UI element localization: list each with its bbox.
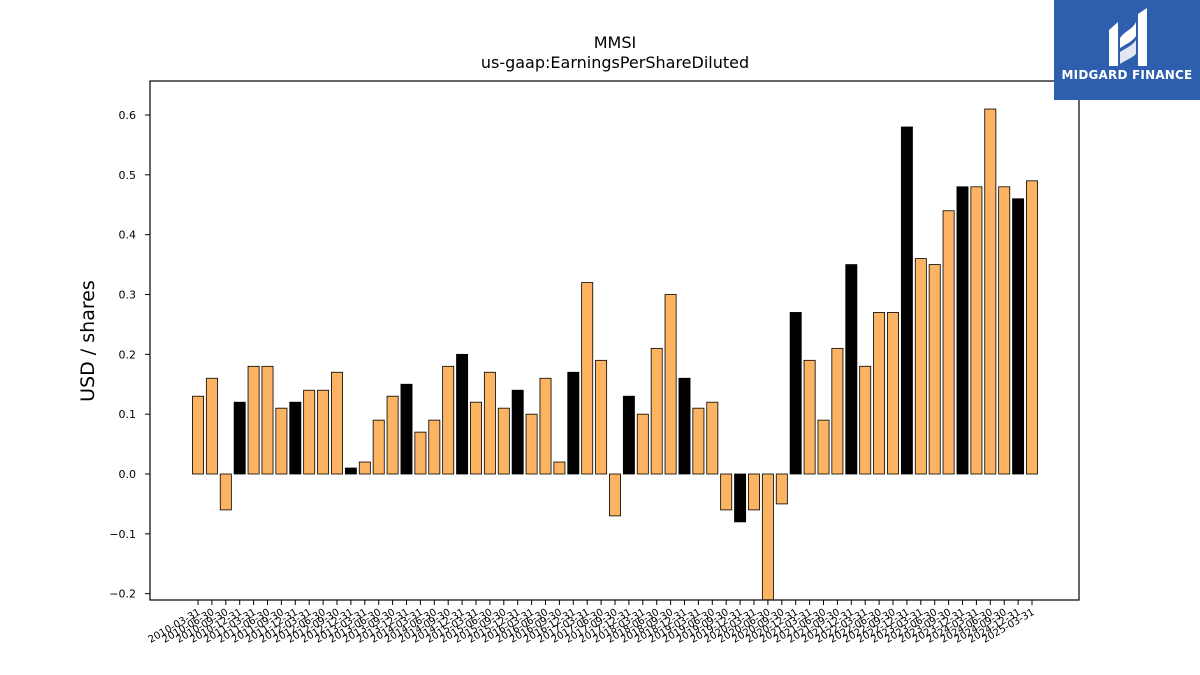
y-tick-label: 0.3	[119, 289, 137, 302]
bar-2021-03-31	[803, 359, 816, 475]
y-tick-label: 0.4	[119, 229, 137, 242]
bar-2024-12-31	[1012, 198, 1025, 475]
y-tick-label: −0.1	[109, 528, 136, 541]
bar-2022-09-30	[887, 312, 899, 475]
bar-2012-12-31	[344, 467, 357, 475]
y-axis-ticks: −0.2 −0.1 0.0 0.1 0.2 0.3 0.4 0.5 0.6	[109, 109, 150, 601]
bar-2020-03-31	[748, 473, 760, 511]
bar-series	[192, 108, 1038, 601]
bar-2023-03-31	[914, 258, 927, 475]
bar-2022-03-31	[859, 365, 872, 475]
bar-2015-09-30	[497, 407, 510, 475]
bar-2012-03-31	[303, 389, 316, 475]
bar-2017-12-31	[622, 395, 635, 475]
bar-2021-09-30	[831, 347, 844, 475]
bar-2024-03-31	[970, 186, 983, 475]
bar-2011-12-31	[289, 401, 302, 475]
bar-2020-06-30	[761, 473, 774, 601]
bar-2019-12-31	[734, 473, 747, 523]
bar-2014-03-31	[414, 431, 427, 475]
bar-2024-06-30	[984, 108, 997, 475]
midgard-finance-logo: MIDGARD FINANCE	[1054, 0, 1200, 100]
bar-2010-03-31	[192, 395, 204, 475]
y-tick-label: −0.2	[109, 588, 136, 601]
bar-2020-12-31	[789, 312, 802, 475]
bar-2017-06-30	[595, 359, 608, 475]
y-tick-label: 0.6	[119, 109, 137, 122]
bar-2015-12-31	[511, 389, 524, 475]
bar-2014-12-31	[456, 353, 469, 475]
bar-2016-09-30	[553, 461, 566, 475]
bar-2016-12-31	[567, 371, 580, 475]
bar-2013-12-31	[400, 383, 413, 475]
bar-2015-03-31	[470, 401, 482, 475]
bar-2017-09-30	[609, 473, 621, 517]
chart-subtitle: us-gaap:EarningsPerShareDiluted	[481, 53, 749, 72]
bar-2010-09-30	[219, 473, 232, 511]
bar-2010-12-31	[233, 401, 246, 475]
bar-2015-06-30	[483, 371, 496, 475]
bar-2019-09-30	[720, 473, 733, 511]
bar-2013-06-30	[372, 419, 385, 475]
bar-2019-03-31	[692, 407, 705, 475]
bar-2016-06-30	[539, 377, 552, 475]
bar-2014-06-30	[428, 419, 441, 475]
bar-2011-06-30	[261, 365, 274, 475]
plot-frame	[149, 80, 1080, 601]
y-tick-label: 0.5	[119, 169, 137, 182]
bar-2020-09-30	[775, 473, 788, 505]
y-tick-label: 0.0	[119, 468, 137, 481]
bar-2023-12-31	[956, 186, 969, 475]
bar-2021-12-31	[845, 264, 858, 475]
bar-2012-09-30	[331, 371, 343, 475]
bar-2018-09-30	[664, 294, 677, 475]
bar-2021-06-30	[817, 419, 830, 475]
bar-2018-06-30	[650, 347, 663, 475]
bar-2013-09-30	[386, 395, 399, 475]
bar-2016-03-31	[525, 413, 538, 475]
brand-name: MIDGARD FINANCE	[1061, 68, 1193, 82]
bar-2012-06-30	[317, 389, 330, 475]
bar-2022-12-31	[900, 126, 913, 475]
bar-2023-06-30	[928, 264, 941, 475]
bar-2024-09-30	[998, 186, 1011, 475]
bar-2017-03-31	[581, 282, 594, 475]
y-tick-label: 0.1	[119, 408, 137, 421]
y-tick-label: 0.2	[119, 348, 137, 361]
chart-title: MMSI	[594, 33, 636, 52]
bar-2014-09-30	[442, 365, 455, 475]
bar-2019-06-30	[706, 401, 719, 475]
bar-2010-06-30	[205, 377, 218, 475]
midgard-logo-icon	[1109, 8, 1147, 66]
bar-2011-03-31	[247, 365, 260, 475]
bar-2018-12-31	[678, 377, 691, 475]
bar-2011-09-30	[275, 407, 288, 475]
bar-2025-03-31	[1026, 180, 1038, 475]
x-axis-ticks: 2010-03-312010-06-302010-09-302010-12-31…	[147, 600, 1037, 646]
bar-2013-03-31	[358, 461, 371, 475]
bar-2023-09-30	[942, 210, 955, 475]
y-axis-label: USD / shares	[77, 280, 99, 402]
bar-2018-03-31	[636, 413, 649, 475]
bar-2022-06-30	[873, 312, 886, 475]
